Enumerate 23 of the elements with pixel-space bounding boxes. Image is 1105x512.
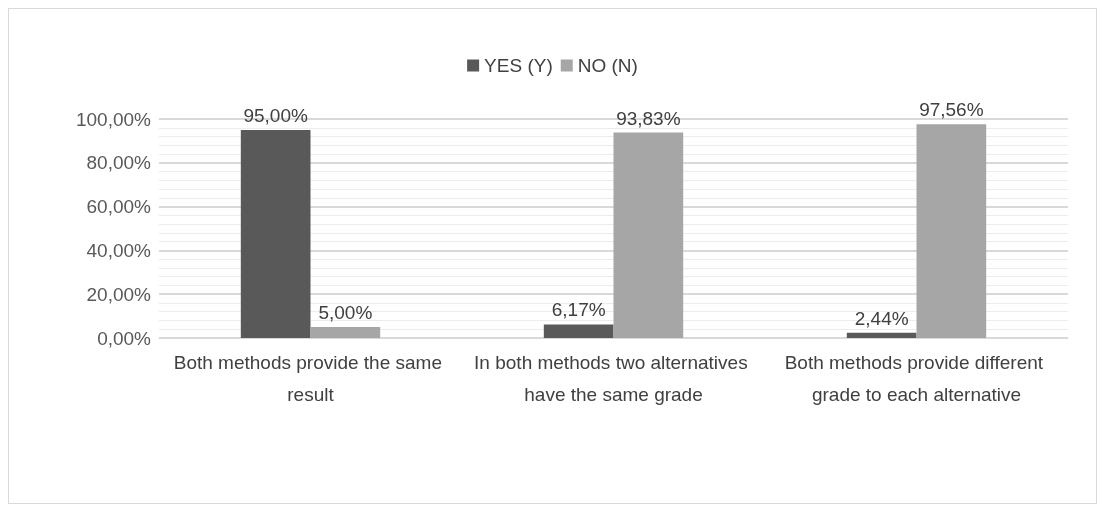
data-label: 2,44%	[854, 307, 909, 329]
x-tick-label: Both methods provide different grade to each alternative	[784, 351, 1049, 405]
data-label: 6,17%	[551, 299, 606, 321]
bar	[613, 132, 684, 338]
data-label: 93,83%	[616, 107, 681, 129]
data-label: 5,00%	[318, 302, 373, 324]
data-label: 97,56%	[919, 99, 984, 121]
bar	[916, 124, 987, 338]
y-tick-label: 0,00%	[97, 327, 152, 349]
bar	[310, 327, 381, 338]
bar	[240, 129, 311, 338]
y-tick-label: 60,00%	[86, 196, 152, 218]
x-tick-label: In both methods two alternatives have the same grade	[474, 351, 753, 405]
legend-label: NO (N)	[577, 55, 638, 76]
y-tick-label: 80,00%	[86, 152, 152, 174]
bar	[543, 324, 614, 338]
data-label: 95,00%	[243, 104, 308, 126]
y-tick-label: 40,00%	[86, 239, 152, 261]
y-tick-label: 100,00%	[75, 108, 152, 130]
bar	[846, 332, 917, 338]
legend-label: YES (Y)	[484, 55, 553, 76]
x-tick-label: Both methods provide the same result	[173, 351, 448, 405]
y-tick-label: 20,00%	[86, 283, 152, 305]
